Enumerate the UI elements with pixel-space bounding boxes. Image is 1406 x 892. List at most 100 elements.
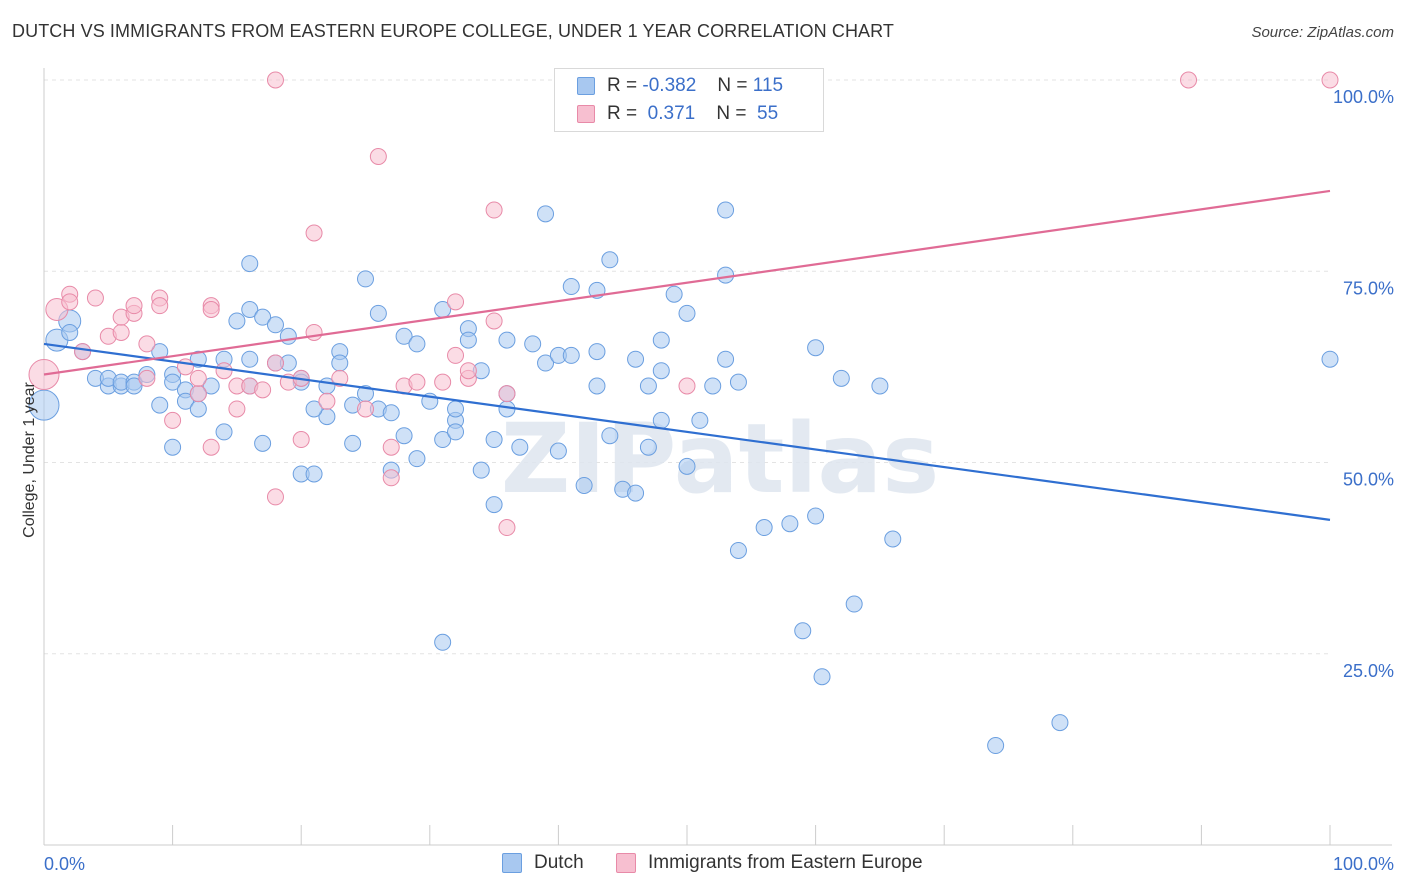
immigrants-point <box>382 438 400 456</box>
legend-r-label: R = <box>607 103 638 124</box>
legend-r-label: R = <box>607 75 638 96</box>
immigrants-point <box>408 373 426 391</box>
immigrants-point <box>678 377 696 395</box>
dutch-point <box>241 350 259 368</box>
immigrants-point <box>266 71 284 89</box>
dutch-point <box>176 392 194 410</box>
dutch-point <box>871 377 889 395</box>
dutch-point <box>472 461 490 479</box>
legend-label-dutch: Dutch <box>534 852 584 873</box>
dutch-point <box>485 496 503 514</box>
legend-swatch-dutch <box>502 853 522 873</box>
dutch-point <box>164 373 182 391</box>
legend-n-value: 115 <box>752 75 784 96</box>
immigrants-point <box>447 293 465 311</box>
dutch-point <box>601 251 619 269</box>
dutch-point <box>241 255 259 273</box>
y-axis-label: College, Under 1 year <box>21 382 38 538</box>
immigrants-point <box>331 369 349 387</box>
dutch-point <box>485 431 503 449</box>
immigrants-point <box>292 431 310 449</box>
dutch-point <box>627 484 645 502</box>
dutch-point <box>189 400 207 418</box>
x-tick-label: 0.0% <box>44 854 85 874</box>
immigrants-point <box>485 201 503 219</box>
immigrants-point <box>447 346 465 364</box>
dutch-point <box>434 633 452 651</box>
dutch-point <box>652 411 670 429</box>
watermark: ZIPatlas <box>501 403 940 515</box>
dutch-point <box>704 377 722 395</box>
immigrants-point <box>61 293 79 311</box>
dutch-point <box>447 400 465 418</box>
legend-item-immigrants[interactable]: Immigrants from Eastern Europe <box>616 852 923 874</box>
dutch-point <box>717 201 735 219</box>
dutch-point <box>729 541 747 559</box>
trend-lines <box>43 189 1331 521</box>
y-tick-label: 100.0% <box>1333 87 1394 107</box>
dutch-point <box>601 427 619 445</box>
immigrants-point <box>498 519 516 537</box>
dutch-point <box>305 465 323 483</box>
immigrants-points <box>28 71 1339 537</box>
dutch-point <box>845 595 863 613</box>
dutch-point <box>1321 350 1339 368</box>
immigrants-point <box>164 411 182 429</box>
y-tick-label: 75.0% <box>1343 278 1394 298</box>
dutch-point <box>813 668 831 686</box>
dutch-point <box>369 304 387 322</box>
dutch-point <box>652 331 670 349</box>
immigrants-point <box>74 343 92 361</box>
immigrants-point <box>266 354 284 372</box>
source-label: Source: ZipAtlas.com <box>1251 24 1394 41</box>
dutch-point <box>832 369 850 387</box>
dutch-point <box>202 377 220 395</box>
legend-r-value: 0.371 <box>642 103 696 124</box>
axes <box>43 68 1392 846</box>
dutch-point <box>807 339 825 357</box>
dutch-point <box>729 373 747 391</box>
legend-n-value: 55 <box>751 103 779 124</box>
dutch-point <box>357 270 374 288</box>
legend-item-dutch[interactable]: Dutch <box>502 852 584 874</box>
immigrants-point <box>189 385 207 403</box>
immigrants-point <box>369 148 387 165</box>
tick-labels: 25.0% 50.0% 75.0% 100.0% 0.0% 100.0% <box>44 87 1394 874</box>
dutch-point <box>434 431 452 449</box>
immigrants-point <box>151 297 169 315</box>
immigrants-point <box>112 323 130 341</box>
legend-swatch-immigrants <box>616 853 636 873</box>
immigrants-point <box>382 469 400 487</box>
immigrants-point <box>138 335 156 353</box>
dutch-point <box>1051 714 1069 732</box>
dutch-point <box>639 438 657 456</box>
immigrants-point <box>305 323 323 341</box>
y-tick-label: 50.0% <box>1343 470 1394 490</box>
correlation-legend: R = -0.382 N = 115 R = 0.371 N = 55 <box>554 68 824 132</box>
immigrants-point <box>318 392 336 410</box>
dutch-point <box>717 350 735 368</box>
immigrants-point <box>434 373 452 391</box>
dutch-point <box>987 737 1005 755</box>
dutch-point <box>511 438 529 456</box>
dutch-point <box>395 327 413 345</box>
legend-swatch-dutch <box>577 77 595 95</box>
dutch-point <box>254 434 272 452</box>
immigrants-point <box>459 362 477 380</box>
dutch-point <box>665 285 683 303</box>
dutch-point <box>305 400 323 418</box>
dutch-point <box>228 312 246 330</box>
dutch-point <box>549 442 567 460</box>
immigrants-point <box>485 312 503 330</box>
series-legend: Dutch Immigrants from Eastern Europe <box>0 852 1406 878</box>
dutch-point <box>639 377 657 395</box>
immigrants-point <box>202 438 220 456</box>
dutch-point <box>537 205 555 223</box>
dutch-point <box>331 354 349 372</box>
dutch-point <box>627 350 645 368</box>
immigrants-point <box>1180 71 1198 89</box>
dutch-point <box>241 301 259 318</box>
dutch-point <box>61 323 79 341</box>
legend-row-immigrants: R = 0.371 N = 55 <box>577 102 778 126</box>
